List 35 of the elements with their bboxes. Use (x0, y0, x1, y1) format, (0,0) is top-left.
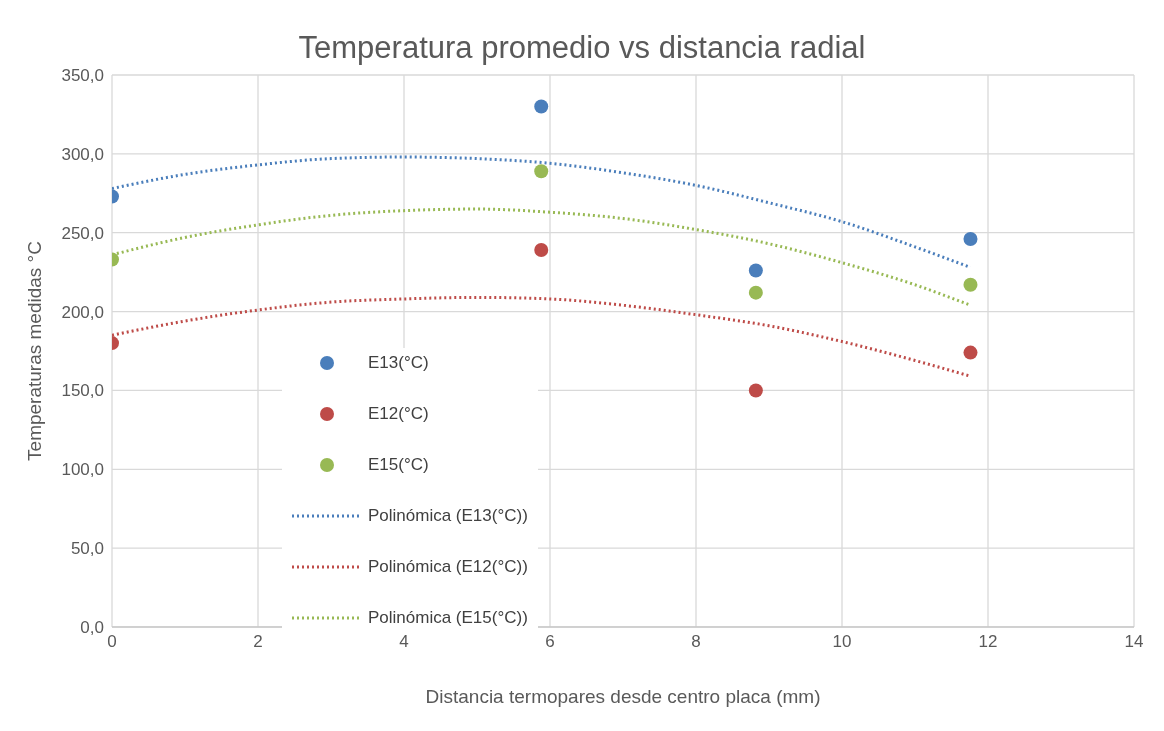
x-tick-label: 0 (107, 632, 117, 652)
point (748, 263, 763, 278)
legend-label: E13(°C) (368, 353, 429, 373)
x-tick-label: 8 (691, 632, 701, 652)
x-tick-label: 12 (978, 632, 998, 652)
y-tick-label: 350,0 (61, 66, 104, 86)
legend-label: Polinómica (E13(°C)) (368, 506, 528, 526)
y-tick-label: 50,0 (70, 539, 104, 559)
x-tick-label: 14 (1124, 632, 1144, 652)
point (963, 277, 978, 292)
point (748, 285, 763, 300)
y-tick-label: 200,0 (61, 302, 104, 322)
y-tick-label: 0,0 (80, 618, 104, 638)
x-axis-title: Distancia termopares desde centro placa (mm) (425, 686, 821, 707)
y-tick-label: 150,0 (61, 381, 104, 401)
x-tick-label: 2 (253, 632, 263, 652)
point (963, 232, 978, 247)
y-axis-title: Temperaturas medidas °C (23, 241, 45, 461)
x-tick-label: 10 (832, 632, 852, 652)
y-tick-label: 300,0 (61, 144, 104, 164)
point (748, 383, 763, 398)
x-tick-label: 6 (545, 632, 555, 652)
x-tick-label: 4 (399, 632, 409, 652)
legend-label: E15(°C) (368, 455, 429, 475)
chart-title: Temperatura promedio vs distancia radial (297, 30, 867, 66)
legend-label: Polinómica (E12(°C)) (368, 557, 528, 577)
point (963, 345, 978, 360)
y-tick-label: 100,0 (61, 460, 104, 480)
point (534, 164, 549, 179)
point (534, 99, 549, 114)
legend-label: E12(°C) (368, 404, 429, 424)
line-series (112, 295, 972, 378)
legend-label: Polinómica (E15(°C)) (368, 608, 528, 628)
y-tick-label: 250,0 (61, 223, 104, 243)
point (534, 243, 549, 258)
